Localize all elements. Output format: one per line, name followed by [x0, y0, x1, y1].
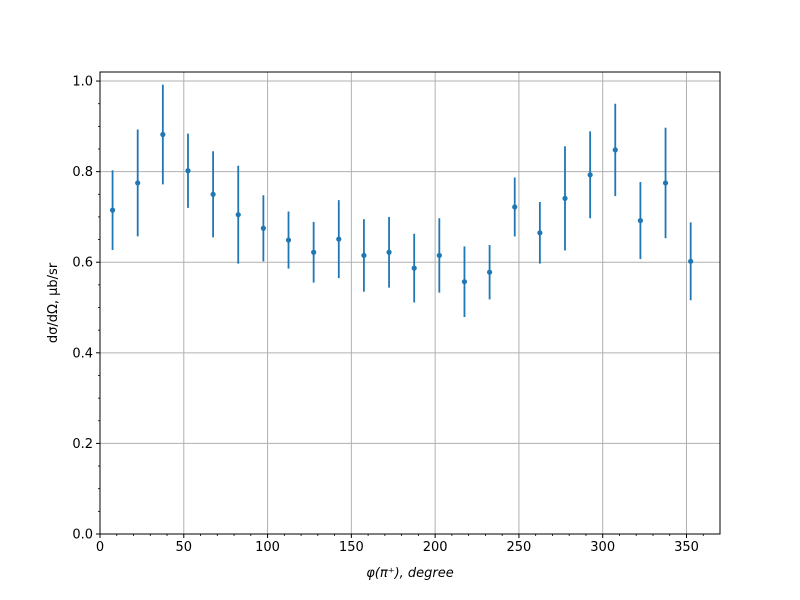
data-point — [512, 204, 518, 210]
data-point — [260, 225, 266, 231]
x-tick-label: 200 — [423, 540, 448, 555]
data-point — [210, 191, 216, 197]
data-point — [109, 207, 116, 213]
data-point — [311, 249, 317, 255]
data-point — [135, 180, 141, 186]
data-point — [160, 131, 166, 138]
data-point — [436, 252, 442, 259]
y-axis-label: dσ/dΩ, μb/sr — [46, 262, 61, 343]
x-tick-label: 250 — [507, 540, 532, 555]
x-tick-label: 350 — [674, 540, 699, 555]
y-tick-label: 1.0 — [72, 75, 93, 90]
x-axis-label: φ(π⁺), degree — [366, 566, 454, 581]
data-point — [386, 249, 392, 255]
y-tick-label: 0.6 — [72, 256, 93, 271]
data-point — [688, 258, 694, 264]
data-point — [411, 265, 417, 271]
y-tick-label: 0.8 — [72, 165, 93, 180]
data-point — [612, 147, 618, 153]
x-tick-label: 50 — [176, 540, 193, 555]
data-point — [537, 230, 543, 236]
plot-frame — [99, 71, 721, 535]
x-tick-label: 150 — [339, 540, 364, 555]
data-point — [562, 195, 568, 201]
data-point — [662, 180, 669, 186]
data-point — [361, 252, 367, 259]
data-point — [587, 172, 593, 178]
data-point — [486, 269, 493, 275]
x-tick-label: 300 — [590, 540, 615, 555]
y-tick-label: 0.2 — [72, 437, 93, 452]
y-tick-label: 0.4 — [72, 346, 93, 361]
data-point — [461, 279, 468, 285]
tick-layer: 0 50 100 150 200 250 300 350 0.0 0.2 0.4 0.6 0.8 1.0 — [72, 75, 704, 555]
x-tick-label: 100 — [255, 540, 280, 555]
data-point — [637, 217, 644, 224]
data-point — [336, 236, 342, 242]
grid-layer — [99, 72, 720, 535]
y-tick-label: 0.0 — [72, 528, 93, 543]
data-point — [235, 212, 241, 218]
data-point — [185, 168, 191, 174]
data-layer — [109, 84, 694, 318]
data-point — [285, 237, 292, 243]
x-tick-label: 0 — [96, 540, 104, 555]
